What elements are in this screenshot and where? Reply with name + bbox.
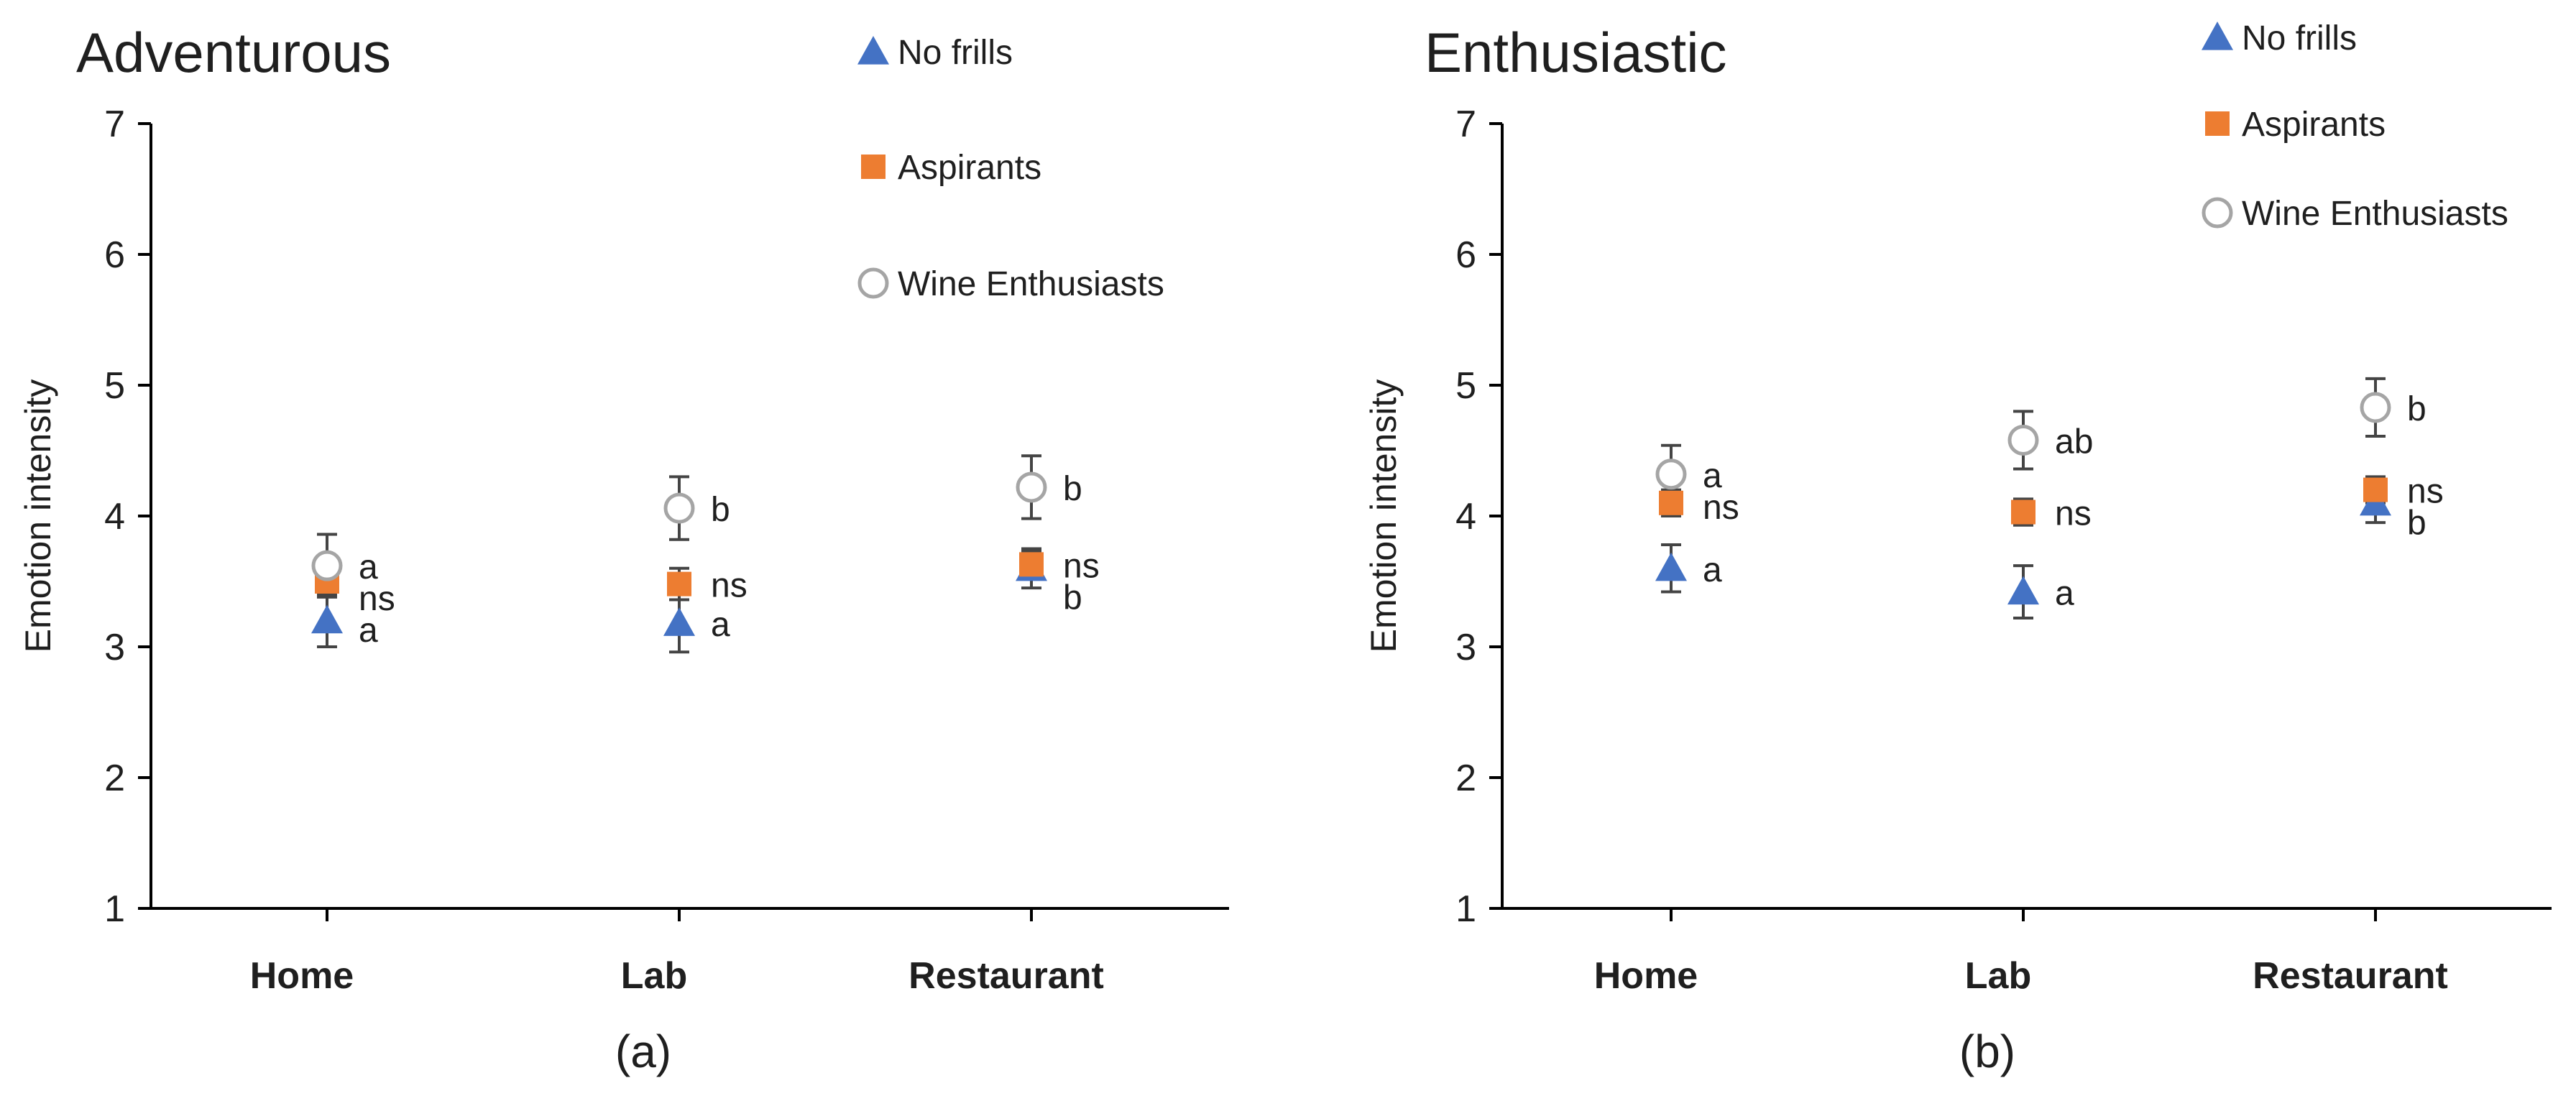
y-tick-label: 4: [1455, 496, 1476, 538]
data-point-circle: [1016, 471, 1047, 503]
legend-label: Aspirants: [898, 149, 1041, 187]
legend-marker-square: [2205, 111, 2230, 136]
data-point-square: [2363, 477, 2388, 502]
y-axis-label: Emotion intensity: [1363, 379, 1404, 653]
significance-letter: ns: [1063, 547, 1100, 585]
y-tick-label: 6: [104, 234, 125, 276]
x-tick-label: Home: [250, 955, 354, 997]
legend-label: No frills: [2242, 19, 2357, 57]
y-axis-label: Emotion intensity: [18, 379, 58, 653]
y-tick-label: 5: [104, 365, 125, 407]
significance-letter: a: [711, 606, 730, 644]
panel-caption: (b): [1959, 1026, 2015, 1077]
significance-letter: ns: [2055, 495, 2092, 533]
data-point-square: [667, 571, 691, 596]
data-point-circle: [1655, 459, 1687, 490]
data-point-square: [1019, 552, 1044, 577]
data-point-square: [1659, 490, 1683, 515]
significance-letter: a: [2055, 575, 2074, 613]
data-point-square: [2011, 499, 2036, 525]
legend-marker-triangle: [2202, 22, 2233, 50]
significance-letter: b: [711, 491, 730, 529]
significance-letter: ns: [359, 580, 395, 618]
y-tick-label: 1: [104, 888, 125, 930]
data-point-triangle: [1655, 552, 1687, 581]
significance-letter: a: [359, 612, 378, 650]
data-point-circle: [311, 550, 343, 581]
legend-label: Aspirants: [2242, 106, 2386, 144]
x-tick-label: Lab: [1965, 955, 2031, 997]
y-tick-label: 4: [104, 496, 125, 538]
significance-letter: b: [2407, 505, 2426, 543]
data-point-triangle: [2007, 576, 2039, 605]
significance-letter: ab: [2055, 423, 2093, 461]
data-point-circle: [663, 492, 695, 524]
legend-label: Wine Enthusiasts: [898, 265, 1164, 303]
y-tick-label: 2: [1455, 757, 1476, 799]
x-tick-label: Lab: [621, 955, 687, 997]
legend-label: Wine Enthusiasts: [2242, 195, 2508, 233]
significance-letter: a: [359, 548, 378, 586]
significance-letter: ns: [711, 567, 748, 605]
y-tick-label: 2: [104, 757, 125, 799]
significance-letter: b: [2407, 390, 2426, 428]
data-point-triangle: [311, 604, 343, 634]
chart-title: Enthusiastic: [1425, 21, 1727, 84]
legend-label: No frills: [898, 34, 1013, 72]
significance-letter: b: [1063, 470, 1082, 508]
panel-caption: (a): [615, 1026, 671, 1077]
y-tick-label: 5: [1455, 365, 1476, 407]
y-tick-label: 3: [104, 627, 125, 668]
significance-letter: b: [1063, 579, 1082, 617]
significance-letter: a: [1703, 457, 1722, 495]
x-tick-label: Restaurant: [2253, 955, 2448, 997]
x-tick-label: Home: [1594, 955, 1698, 997]
y-tick-label: 7: [1455, 103, 1476, 145]
legend-marker-square: [861, 155, 886, 179]
chart-panel-1: Enthusiastic 1 2 3 4 5 6 7 Emotion intensity Home…: [1363, 19, 2552, 1077]
significance-letter: a: [1703, 551, 1722, 589]
y-tick-label: 1: [1455, 888, 1476, 930]
y-tick-label: 7: [104, 103, 125, 145]
legend-marker-triangle: [857, 36, 889, 65]
significance-letter: ns: [2407, 473, 2444, 511]
data-point-circle: [2360, 392, 2391, 423]
x-tick-label: Restaurant: [908, 955, 1104, 997]
chart-title: Adventurous: [76, 21, 391, 84]
data-point-triangle: [663, 607, 695, 636]
chart-panel-0: Adventurous 1 2 3 4 5 6 7 Emotion intensity Home L…: [18, 21, 1229, 1077]
y-tick-label: 6: [1455, 234, 1476, 276]
legend-marker-circle: [857, 267, 889, 299]
legend-marker-circle: [2202, 197, 2233, 229]
y-tick-label: 3: [1455, 627, 1476, 668]
data-point-circle: [2007, 424, 2039, 456]
significance-letter: ns: [1703, 489, 1739, 527]
